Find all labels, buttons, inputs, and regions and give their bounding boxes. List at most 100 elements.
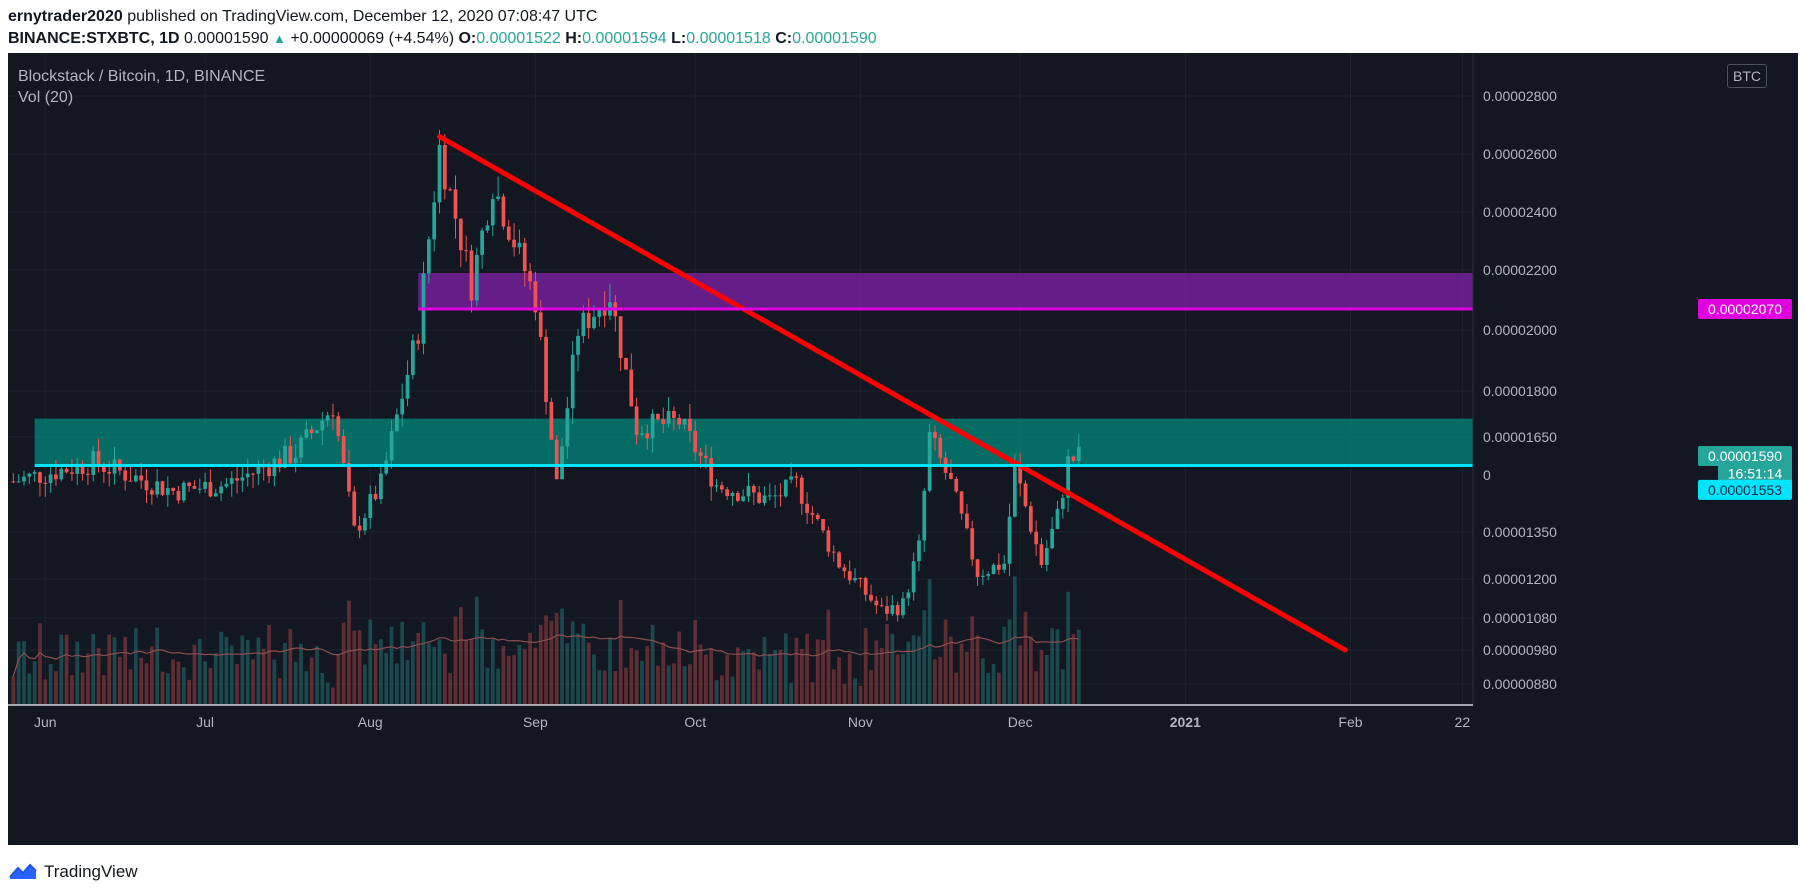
volume-bar-118	[640, 661, 644, 705]
candle-body-128	[693, 430, 698, 453]
candle-body-191	[1028, 506, 1033, 532]
candle-body-11	[70, 472, 74, 474]
volume-bar-162	[874, 640, 879, 705]
volume-bar-193	[1039, 650, 1044, 705]
volume-bar-111	[602, 670, 607, 705]
volume-bar-127	[688, 664, 692, 705]
candle-body-127	[688, 418, 692, 431]
candle-body-146	[789, 476, 793, 480]
candle-body-197	[1060, 497, 1065, 509]
volume-bar-0	[11, 676, 16, 705]
volume-bar-42	[235, 664, 239, 705]
price-label-1: 0.00001590	[1708, 448, 1782, 464]
candle-body-169	[911, 561, 916, 593]
candle-body-69	[379, 473, 383, 500]
candle-body-181	[975, 559, 980, 577]
volume-bar-41	[229, 645, 234, 705]
volume-bar-31	[176, 661, 181, 705]
candle-body-10	[64, 468, 69, 473]
candle-body-100	[544, 336, 548, 402]
candle-body-137	[741, 496, 746, 501]
candle-body-50	[277, 458, 282, 468]
volume-bar-144	[778, 649, 783, 705]
open-label: O:	[458, 30, 477, 47]
volume-bar-14	[86, 653, 90, 705]
volume-bar-122	[661, 642, 666, 705]
volume-bar-91	[496, 668, 500, 705]
candle-body-6	[43, 482, 48, 484]
candle-body-125	[677, 417, 682, 425]
volume-bar-59	[325, 682, 330, 705]
volume-bar-191	[1028, 636, 1033, 705]
volume-bar-11	[70, 675, 74, 705]
up-triangle-icon: ▲	[273, 31, 286, 46]
volume-bar-50	[277, 678, 282, 705]
volume-bar-64	[352, 630, 357, 705]
footer-brand[interactable]: TradingView	[8, 858, 138, 886]
chart-title: Blockstack / Bitcoin, 1D, BINANCE	[18, 68, 266, 85]
volume-bar-136	[735, 647, 740, 705]
candle-body-70	[384, 460, 389, 474]
volume-bar-176	[949, 636, 953, 705]
volume-legend[interactable]: Vol (20)	[18, 89, 74, 106]
tradingview-logo-icon	[9, 863, 37, 879]
candle-body-118	[640, 433, 644, 435]
volume-bar-149	[805, 633, 809, 705]
volume-bar-96	[522, 649, 527, 705]
volume-bar-36	[203, 661, 207, 705]
x-tick-3: Sep	[523, 714, 548, 730]
candle-body-73	[400, 398, 405, 415]
volume-bar-107	[581, 623, 586, 705]
volume-bar-39	[219, 631, 223, 705]
low-label: L:	[671, 30, 687, 47]
x-tick-1: Jul	[196, 714, 214, 730]
volume-bar-63	[347, 600, 351, 705]
price-change: +0.00000069 (+4.54%)	[290, 30, 455, 47]
candle-body-1	[16, 481, 21, 483]
candle-body-37	[208, 481, 213, 497]
volume-bar-173	[933, 659, 937, 705]
volume-bar-56	[309, 657, 314, 705]
candle-body-155	[837, 552, 841, 568]
volume-bar-197	[1060, 669, 1065, 705]
candle-body-23	[133, 475, 138, 482]
candle-body-48	[267, 467, 271, 477]
candle-body-81	[442, 144, 447, 190]
price-label-3: 0.00001553	[1708, 482, 1782, 498]
author-name[interactable]: ernytrader2020	[8, 8, 123, 25]
candle-body-138	[746, 486, 751, 497]
volume-bar-186	[1002, 626, 1007, 705]
volume-bar-17	[102, 675, 106, 705]
x-tick-0: Jun	[34, 714, 57, 730]
candles	[11, 129, 1081, 622]
candle-body-88	[480, 230, 484, 255]
volume-bar-152	[821, 639, 825, 705]
volume-bar-114	[618, 599, 623, 705]
volume-bar-75	[411, 641, 415, 705]
x-tick-8: Feb	[1338, 714, 1362, 730]
volume-bar-73	[400, 621, 405, 705]
candle-body-31	[176, 490, 181, 501]
zone-1	[34, 418, 1474, 466]
candle-body-61	[336, 416, 341, 437]
candle-body-84	[458, 218, 463, 251]
volume-ma	[12, 634, 1079, 677]
candle-body-13	[80, 463, 85, 474]
volume-bar-22	[128, 669, 133, 705]
volume-bar-121	[656, 665, 660, 705]
volume-bar-3	[27, 673, 32, 705]
candle-body-32	[181, 482, 186, 501]
symbol-label: BINANCE:STXBTC, 1D	[8, 30, 180, 47]
candle-body-195	[1050, 528, 1055, 549]
candle-body-9	[59, 468, 64, 480]
candle-body-62	[341, 436, 346, 463]
price-chart[interactable]: 0.00002800 0.00002600 0.00002400 0.00002200…	[8, 53, 1798, 845]
candle-body-58	[320, 420, 325, 431]
volume-bar-143	[773, 650, 777, 705]
candle-body-93	[506, 226, 511, 240]
candle-body-173	[933, 431, 937, 439]
volume-bar-65	[357, 630, 362, 705]
x-tick-6: Dec	[1008, 714, 1033, 730]
candle-body-41	[229, 478, 234, 484]
currency-badge[interactable]: BTC	[1727, 64, 1767, 88]
